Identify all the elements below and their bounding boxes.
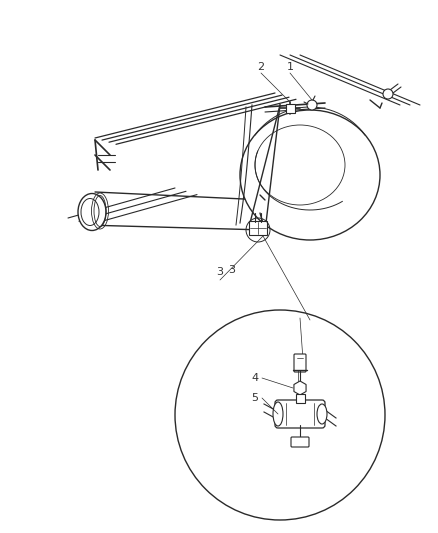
Ellipse shape [273,402,283,426]
Ellipse shape [317,404,327,424]
FancyBboxPatch shape [286,103,294,112]
Ellipse shape [78,193,106,230]
Text: 3: 3 [216,267,223,277]
Text: 5: 5 [251,393,258,403]
FancyBboxPatch shape [249,221,267,235]
FancyBboxPatch shape [275,400,325,428]
Ellipse shape [81,198,99,225]
Text: 4: 4 [251,373,258,383]
FancyBboxPatch shape [296,393,304,402]
Text: 1: 1 [286,62,293,72]
Circle shape [383,89,393,99]
Ellipse shape [240,110,380,240]
Polygon shape [294,381,306,395]
FancyBboxPatch shape [291,437,309,447]
FancyBboxPatch shape [294,354,306,372]
Circle shape [175,310,385,520]
Text: 2: 2 [258,62,265,72]
Circle shape [307,100,317,110]
Text: 3: 3 [229,265,236,275]
